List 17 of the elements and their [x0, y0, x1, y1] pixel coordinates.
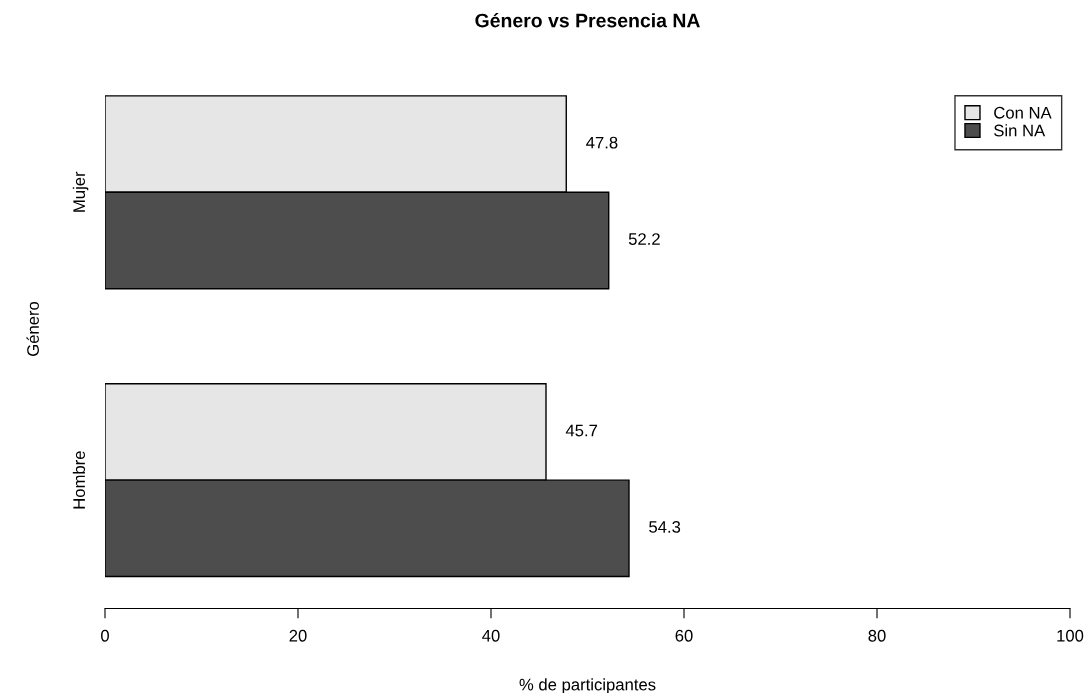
x-tick-label: 100 — [1057, 629, 1084, 642]
y-tick-label: Hombre — [72, 451, 86, 509]
legend-label: Con NA — [994, 106, 1052, 119]
y-axis-title: Género — [26, 301, 39, 356]
data-label: 54.3 — [649, 521, 681, 533]
data-label: 52.2 — [628, 233, 660, 245]
x-tick-label: 80 — [868, 629, 886, 642]
x-tick-label: 40 — [482, 629, 500, 642]
legend-label: Sin NA — [994, 124, 1046, 137]
y-tick-label: Mujer — [72, 171, 89, 212]
x-tick-label: 0 — [101, 629, 109, 642]
x-axis-title: % de participantes — [519, 678, 656, 693]
x-tick-label: 60 — [675, 629, 693, 642]
data-label: 47.8 — [586, 136, 618, 149]
chart-title: Género vs Presencia NA — [475, 12, 700, 28]
data-label: 45.7 — [565, 424, 598, 437]
x-tick-label: 20 — [289, 629, 307, 642]
